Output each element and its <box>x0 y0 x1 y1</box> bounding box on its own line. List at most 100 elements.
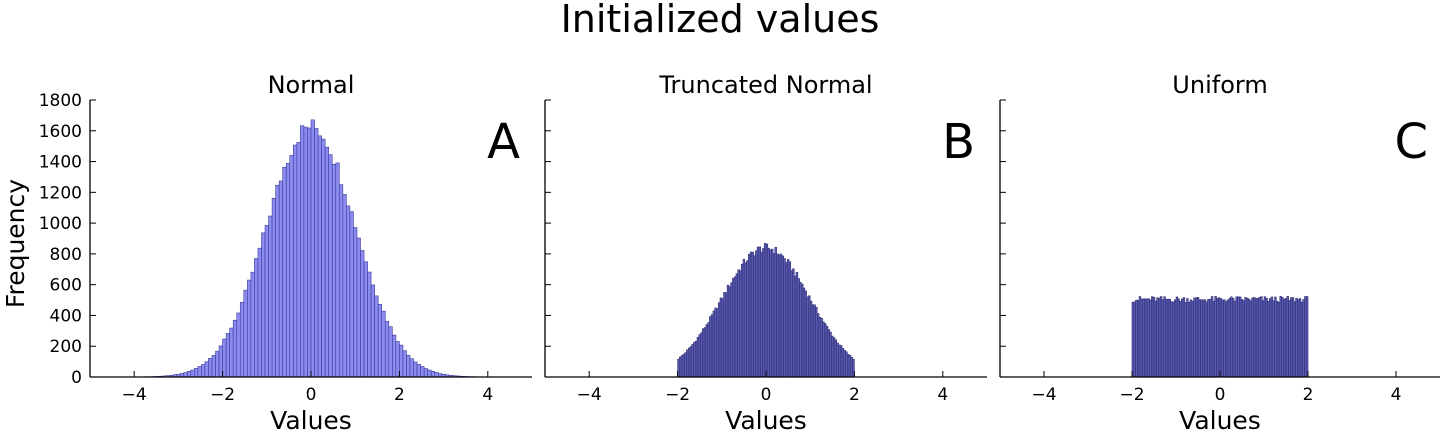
histogram-bar <box>324 146 329 378</box>
histogram-bar <box>353 227 358 378</box>
y-tick-label: 600 <box>50 276 82 296</box>
histogram-bar <box>363 261 368 378</box>
x-tick-label: 0 <box>1215 385 1226 405</box>
histogram-bar <box>399 344 404 378</box>
histogram-bar <box>208 358 213 378</box>
histogram-panel-2: −4 −2 0 2 4 Truncated Normal B Values <box>544 71 987 435</box>
histogram-bar <box>395 341 400 378</box>
x-tick-label: 0 <box>306 385 317 405</box>
x-axis-label: Values <box>270 406 352 435</box>
y-tick-label: 1800 <box>39 91 82 111</box>
histogram-bar <box>218 345 223 378</box>
histogram-bar <box>183 372 188 378</box>
histogram-bar <box>236 312 241 378</box>
x-axis-label: Values <box>1179 406 1261 435</box>
histogram-bar <box>416 364 421 378</box>
histogram-bar <box>346 205 351 378</box>
x-tick-label: −2 <box>1119 385 1144 405</box>
histogram-bar <box>406 354 411 378</box>
histogram-bar <box>247 279 252 378</box>
panel-label: C <box>1394 114 1428 170</box>
histogram-bar <box>293 144 298 378</box>
histogram-bar <box>356 237 361 378</box>
x-axis-label: Values <box>725 406 807 435</box>
panel-title: Normal <box>268 71 355 99</box>
histogram-bar <box>367 271 372 378</box>
y-tick-label: 200 <box>50 337 82 357</box>
histogram-bars <box>1131 296 1309 378</box>
panel-title: Truncated Normal <box>658 71 872 99</box>
histogram-bar <box>296 142 301 378</box>
histogram-bar <box>338 184 344 378</box>
y-tick-label: 1600 <box>39 122 82 142</box>
histogram-bar <box>402 350 407 378</box>
histogram-bar <box>271 198 276 378</box>
histogram-bar <box>413 361 418 378</box>
histogram-bar <box>317 135 322 378</box>
x-tick-label: 2 <box>849 385 860 405</box>
histogram-bar <box>342 194 347 378</box>
y-tick-label: 1000 <box>39 214 82 234</box>
histogram-bar <box>430 371 436 378</box>
histogram-bar <box>204 361 209 378</box>
histogram-bar <box>275 184 280 378</box>
histogram-bar <box>289 155 294 378</box>
histogram-bar <box>285 163 291 378</box>
x-tick-label: −2 <box>210 385 235 405</box>
x-tick-label: −2 <box>665 385 690 405</box>
histogram-bar <box>349 211 354 378</box>
figure-title: Initialized values <box>561 0 880 41</box>
histogram-bar <box>377 304 383 378</box>
x-tick-label: −4 <box>122 385 147 405</box>
x-tick-label: 4 <box>482 385 493 405</box>
histogram-bar <box>254 258 259 378</box>
histogram-bar <box>381 310 386 378</box>
histogram-bar <box>282 166 287 378</box>
histogram-bar <box>268 215 273 378</box>
histogram-bar <box>186 371 192 378</box>
histogram-bar <box>331 164 337 378</box>
y-tick-label: 400 <box>50 306 82 326</box>
x-tick-label: 2 <box>1303 385 1314 405</box>
x-tick-label: 0 <box>761 385 772 405</box>
y-tick-label: 0 <box>71 368 82 388</box>
histogram-bar <box>310 119 315 378</box>
histogram-bar <box>190 369 195 378</box>
histogram-bar <box>257 247 262 378</box>
histogram-panel-3: −4 −2 0 2 4 Uniform C Values <box>999 71 1440 435</box>
histogram-bar <box>232 319 238 378</box>
histogram-bar <box>194 368 199 378</box>
histogram-bar <box>215 350 220 378</box>
histogram-bar <box>278 180 284 378</box>
y-axis-label: Frequency <box>1 179 30 308</box>
histogram-bars <box>677 243 855 378</box>
histogram-bar <box>201 364 206 378</box>
histogram-bar <box>222 338 227 378</box>
histogram-bar <box>427 369 432 378</box>
histogram-bar <box>321 138 326 378</box>
histogram-bar <box>420 366 425 378</box>
histogram-bar <box>409 358 414 378</box>
y-tick-label: 1200 <box>39 183 82 203</box>
histogram-bar <box>307 127 312 378</box>
histogram-bar <box>360 250 365 378</box>
x-tick-label: 4 <box>1391 385 1402 405</box>
panel-title: Uniform <box>1172 71 1267 99</box>
histogram-bar <box>243 289 248 378</box>
histogram-bar <box>374 295 379 378</box>
histogram-bar <box>370 284 375 378</box>
x-tick-label: −4 <box>1031 385 1056 405</box>
histogram-bars <box>133 119 489 378</box>
histogram-bar <box>384 320 390 378</box>
histogram-bar <box>328 154 333 378</box>
histogram-panel-1: −4 −2 0 2 4 0 200 400 600 800 1000 1200 1400 1600 1800… <box>1 71 532 435</box>
histogram-bar <box>314 128 319 378</box>
histogram-bar <box>250 271 255 378</box>
histogram-bar <box>423 368 428 378</box>
histogram-bar <box>225 333 230 378</box>
histogram-bar <box>197 366 202 378</box>
panel-label: A <box>487 114 520 170</box>
panel-label: B <box>942 114 975 170</box>
y-tick-label: 1400 <box>39 153 82 173</box>
